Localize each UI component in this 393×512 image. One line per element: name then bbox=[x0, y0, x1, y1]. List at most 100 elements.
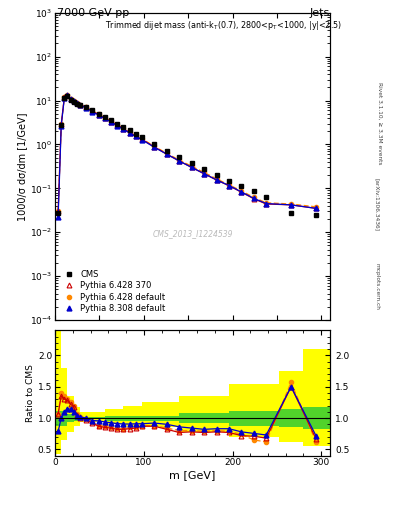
Pythia 6.428 370 bbox=[102, 115, 107, 121]
Pythia 6.428 default bbox=[165, 150, 169, 156]
CMS bbox=[71, 98, 76, 104]
CMS bbox=[121, 124, 126, 130]
CMS bbox=[96, 111, 101, 117]
Pythia 6.428 default bbox=[71, 98, 76, 104]
Text: Rivet 3.1.10, ≥ 3.3M events: Rivet 3.1.10, ≥ 3.3M events bbox=[377, 81, 382, 164]
Pythia 8.308 default bbox=[68, 96, 73, 102]
CMS bbox=[252, 188, 256, 195]
Pythia 8.308 default bbox=[56, 214, 61, 220]
CMS bbox=[62, 95, 67, 101]
Pythia 6.428 default bbox=[177, 157, 182, 163]
CMS bbox=[202, 166, 206, 172]
Pythia 6.428 default bbox=[227, 182, 231, 188]
Text: Jets: Jets bbox=[310, 8, 330, 18]
Pythia 6.428 370 bbox=[65, 92, 70, 98]
Pythia 8.308 default bbox=[165, 151, 169, 157]
Pythia 8.308 default bbox=[252, 195, 256, 201]
Pythia 6.428 default bbox=[90, 108, 95, 114]
CMS bbox=[214, 172, 219, 178]
Pythia 6.428 default bbox=[140, 136, 144, 142]
CMS bbox=[133, 131, 138, 137]
CMS bbox=[152, 141, 157, 147]
Line: Pythia 6.428 370: Pythia 6.428 370 bbox=[56, 93, 318, 214]
Pythia 8.308 default bbox=[108, 119, 113, 125]
CMS bbox=[115, 120, 119, 126]
Line: Pythia 8.308 default: Pythia 8.308 default bbox=[56, 93, 318, 220]
CMS bbox=[108, 117, 113, 123]
Pythia 6.428 370 bbox=[314, 205, 318, 211]
Pythia 8.308 default bbox=[127, 130, 132, 136]
CMS bbox=[90, 107, 95, 113]
Text: Trimmed dijet mass (anti-k$_{\mathsf{T}}$(0.7), 2800<p$_{\mathsf{T}}$<1000, |y|<: Trimmed dijet mass (anti-k$_{\mathsf{T}}… bbox=[105, 19, 342, 32]
CMS bbox=[68, 97, 73, 103]
Pythia 6.428 default bbox=[289, 201, 294, 207]
Pythia 6.428 370 bbox=[71, 98, 76, 104]
Text: [arXiv:1306.3436]: [arXiv:1306.3436] bbox=[374, 178, 379, 231]
Pythia 6.428 370 bbox=[121, 125, 126, 132]
Y-axis label: Ratio to CMS: Ratio to CMS bbox=[26, 364, 35, 422]
Pythia 6.428 370 bbox=[56, 208, 61, 215]
Pythia 8.308 default bbox=[65, 92, 70, 98]
CMS bbox=[74, 100, 79, 106]
Line: Pythia 6.428 default: Pythia 6.428 default bbox=[56, 93, 318, 214]
Pythia 6.428 default bbox=[84, 104, 88, 110]
CMS bbox=[127, 127, 132, 134]
Pythia 8.308 default bbox=[314, 205, 318, 211]
Pythia 6.428 370 bbox=[177, 158, 182, 164]
Pythia 6.428 370 bbox=[264, 201, 268, 207]
Text: 7000 GeV pp: 7000 GeV pp bbox=[57, 8, 129, 18]
Pythia 8.308 default bbox=[84, 104, 88, 111]
Pythia 8.308 default bbox=[264, 201, 268, 207]
Line: CMS: CMS bbox=[56, 93, 318, 217]
Pythia 6.428 370 bbox=[77, 101, 82, 108]
Pythia 6.428 default bbox=[239, 188, 244, 194]
Pythia 8.308 default bbox=[133, 134, 138, 140]
Pythia 6.428 default bbox=[59, 121, 64, 127]
Pythia 6.428 370 bbox=[74, 100, 79, 106]
Pythia 6.428 default bbox=[96, 111, 101, 117]
Pythia 8.308 default bbox=[121, 126, 126, 132]
Pythia 8.308 default bbox=[202, 170, 206, 177]
Pythia 6.428 370 bbox=[189, 164, 194, 170]
Pythia 6.428 370 bbox=[59, 121, 64, 127]
Pythia 6.428 default bbox=[264, 200, 268, 206]
Pythia 8.308 default bbox=[74, 100, 79, 106]
CMS bbox=[140, 134, 144, 140]
CMS bbox=[165, 147, 169, 154]
CMS bbox=[65, 93, 70, 99]
Pythia 6.428 370 bbox=[140, 136, 144, 142]
Pythia 8.308 default bbox=[289, 202, 294, 208]
Pythia 6.428 370 bbox=[127, 130, 132, 136]
Pythia 8.308 default bbox=[62, 95, 67, 101]
Pythia 6.428 370 bbox=[96, 112, 101, 118]
Pythia 6.428 default bbox=[62, 94, 67, 100]
Pythia 6.428 default bbox=[102, 115, 107, 121]
Pythia 6.428 370 bbox=[227, 183, 231, 189]
Pythia 6.428 370 bbox=[115, 122, 119, 128]
Pythia 8.308 default bbox=[102, 115, 107, 121]
Pythia 6.428 370 bbox=[239, 189, 244, 195]
CMS bbox=[177, 154, 182, 160]
CMS bbox=[314, 211, 318, 218]
Pythia 6.428 default bbox=[127, 129, 132, 135]
Pythia 6.428 370 bbox=[62, 94, 67, 100]
Pythia 8.308 default bbox=[96, 112, 101, 118]
Pythia 6.428 default bbox=[65, 92, 70, 98]
Pythia 8.308 default bbox=[177, 158, 182, 164]
Pythia 6.428 default bbox=[314, 204, 318, 210]
Pythia 6.428 370 bbox=[108, 119, 113, 125]
CMS bbox=[84, 104, 88, 111]
Pythia 6.428 370 bbox=[90, 108, 95, 114]
Pythia 6.428 default bbox=[68, 96, 73, 102]
CMS bbox=[239, 183, 244, 189]
CMS bbox=[77, 102, 82, 108]
Pythia 6.428 default bbox=[108, 118, 113, 124]
Pythia 6.428 default bbox=[252, 195, 256, 201]
Pythia 6.428 370 bbox=[202, 170, 206, 177]
Pythia 8.308 default bbox=[140, 137, 144, 143]
CMS bbox=[289, 209, 294, 216]
CMS bbox=[189, 160, 194, 166]
CMS bbox=[56, 209, 61, 216]
Legend: CMS, Pythia 6.428 370, Pythia 6.428 default, Pythia 8.308 default: CMS, Pythia 6.428 370, Pythia 6.428 defa… bbox=[59, 267, 168, 316]
Pythia 8.308 default bbox=[115, 122, 119, 129]
